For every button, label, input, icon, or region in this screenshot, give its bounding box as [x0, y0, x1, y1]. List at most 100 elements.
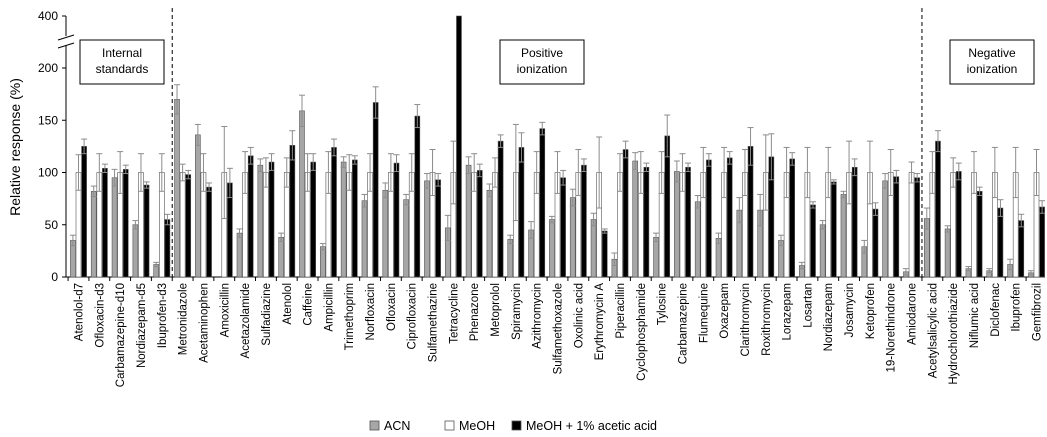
bar-2-10	[289, 145, 296, 278]
bar-1-9	[263, 172, 269, 278]
bar-2-43	[976, 191, 983, 278]
x-tick-label: Sulfamethoxazole	[553, 283, 565, 374]
x-tick-label: Ibuprofen	[1011, 283, 1023, 332]
bar-0-17	[424, 180, 430, 278]
bar-2-46	[1039, 206, 1045, 278]
x-tick-label: Ofloxacin-d3	[94, 283, 106, 348]
y-tick-label: 200	[38, 61, 58, 75]
legend-swatch	[444, 420, 455, 431]
bar-2-40	[914, 177, 920, 278]
bar-2-20	[497, 140, 504, 278]
legend-item-1: MeOH	[444, 419, 495, 433]
x-tick-label: Spiramycin	[511, 283, 523, 340]
bar-2-23	[560, 177, 566, 278]
bar-0-39	[882, 180, 888, 278]
x-tick-label: Josamycin	[844, 283, 856, 337]
bar-0-15	[382, 189, 389, 278]
bars	[70, 15, 1045, 278]
bar-2-26	[622, 149, 629, 278]
x-tick-label: Phenazone	[469, 283, 481, 341]
x-tick-labels: Atenolol-d7 Ofloxacin-d3 Carbamazepine-d10…	[67, 277, 1044, 387]
bar-0-5	[174, 99, 180, 278]
bar-0-20	[486, 189, 493, 278]
annotation-text: Negative	[968, 46, 1016, 60]
y-tick-label: 50	[45, 218, 59, 232]
bar-1-20	[492, 172, 498, 278]
x-tick-label: Oxazepam	[719, 283, 731, 339]
legend-label: ACN	[384, 419, 410, 433]
x-tick-label: Ampicillin	[323, 283, 335, 332]
y-axis: Relative response (%) 0 50 100 150 200 400	[7, 9, 75, 284]
x-tick-label: Sulfamethazine	[428, 283, 440, 362]
x-tick-label: Nordiazepam-d5	[136, 283, 148, 368]
x-tick-label: Trimethoprim	[344, 283, 356, 350]
annotation-frame	[79, 39, 165, 85]
x-tick-label: Atenolol	[282, 283, 294, 325]
x-tick-label: Ofloxacin	[386, 283, 398, 331]
bar-2-17	[435, 179, 441, 278]
bar-0-37	[840, 194, 847, 278]
bar-2-25	[601, 230, 608, 278]
x-tick-label: Ciprofloxacin	[407, 283, 419, 349]
error-bars	[69, 84, 1046, 276]
bar-0-23	[549, 219, 555, 278]
x-tick-label: Gemfibrozil	[1032, 283, 1044, 341]
x-tick-label: Carbamazepine-d10	[115, 283, 127, 387]
bar-0-25	[590, 219, 597, 278]
bar-2-2	[122, 169, 129, 278]
bar-1-10	[283, 172, 290, 278]
group-dividers	[171, 8, 923, 277]
bar-0-14	[361, 200, 368, 278]
axis-break-mark-1	[57, 34, 75, 41]
bar-2-44	[997, 207, 1004, 278]
bar-2-27	[643, 166, 650, 278]
bar-2-34	[789, 158, 795, 278]
bar-0-29	[674, 171, 680, 278]
axis-break-mark-2	[57, 42, 75, 49]
bar-2-13	[352, 159, 358, 278]
bar-0-6	[195, 134, 201, 278]
bar-2-35	[810, 204, 816, 278]
x-tick-label: Nordiazepam	[823, 283, 835, 351]
bar-2-12	[331, 147, 337, 278]
bar-0-9	[257, 164, 264, 278]
bar-2-37	[851, 166, 858, 278]
bar-0-24	[569, 197, 576, 278]
bar-1-42	[950, 172, 956, 278]
bar-0-27	[632, 160, 639, 278]
annotation-box-0: Internal standards	[79, 39, 165, 85]
x-tick-label: Cyclophosphamide	[636, 283, 648, 381]
bar-2-31	[726, 157, 733, 278]
annotation-frame	[499, 39, 585, 85]
x-tick-label: Flumequine	[698, 283, 710, 343]
x-tick-label: Metoprolol	[490, 283, 502, 337]
bar-2-38	[872, 208, 879, 278]
x-tick-label: Piperacillin	[615, 283, 627, 339]
bar-0-31	[715, 238, 722, 278]
bar-2-3	[143, 184, 150, 278]
y-tick-labels: 0 50 100 150 200 400	[38, 9, 66, 284]
annotation-text: Positive	[521, 46, 563, 60]
legend-item-2: MeOH + 1% acetic acid	[511, 419, 657, 433]
legend-item-0: ACN	[369, 419, 410, 433]
bar-0-42	[944, 228, 951, 278]
y-tick-label-break: 400	[38, 9, 58, 23]
bar-2-14	[372, 102, 379, 278]
bar-2-6	[206, 186, 212, 278]
y-tick-label: 100	[38, 166, 58, 180]
x-tick-label: Ibuprofen-d3	[157, 283, 169, 348]
bar-2-42	[955, 171, 962, 278]
y-axis-label: Relative response (%)	[7, 78, 23, 216]
bar-2-16	[414, 115, 421, 278]
x-tick-label: Acetazolamide	[240, 283, 252, 358]
x-tick-label: Erythromycin A	[594, 283, 606, 361]
x-tick-label: Diclofenac	[990, 283, 1002, 337]
legend-swatch	[369, 420, 380, 431]
bar-2-8	[247, 155, 254, 278]
x-tick-label: Hydrochlorothiazide	[948, 283, 960, 385]
bar-0-2	[111, 177, 118, 278]
bar-2-4	[164, 219, 171, 278]
legend-label: MeOH	[459, 419, 495, 433]
x-tick-label: Clarithromycin	[740, 283, 752, 357]
